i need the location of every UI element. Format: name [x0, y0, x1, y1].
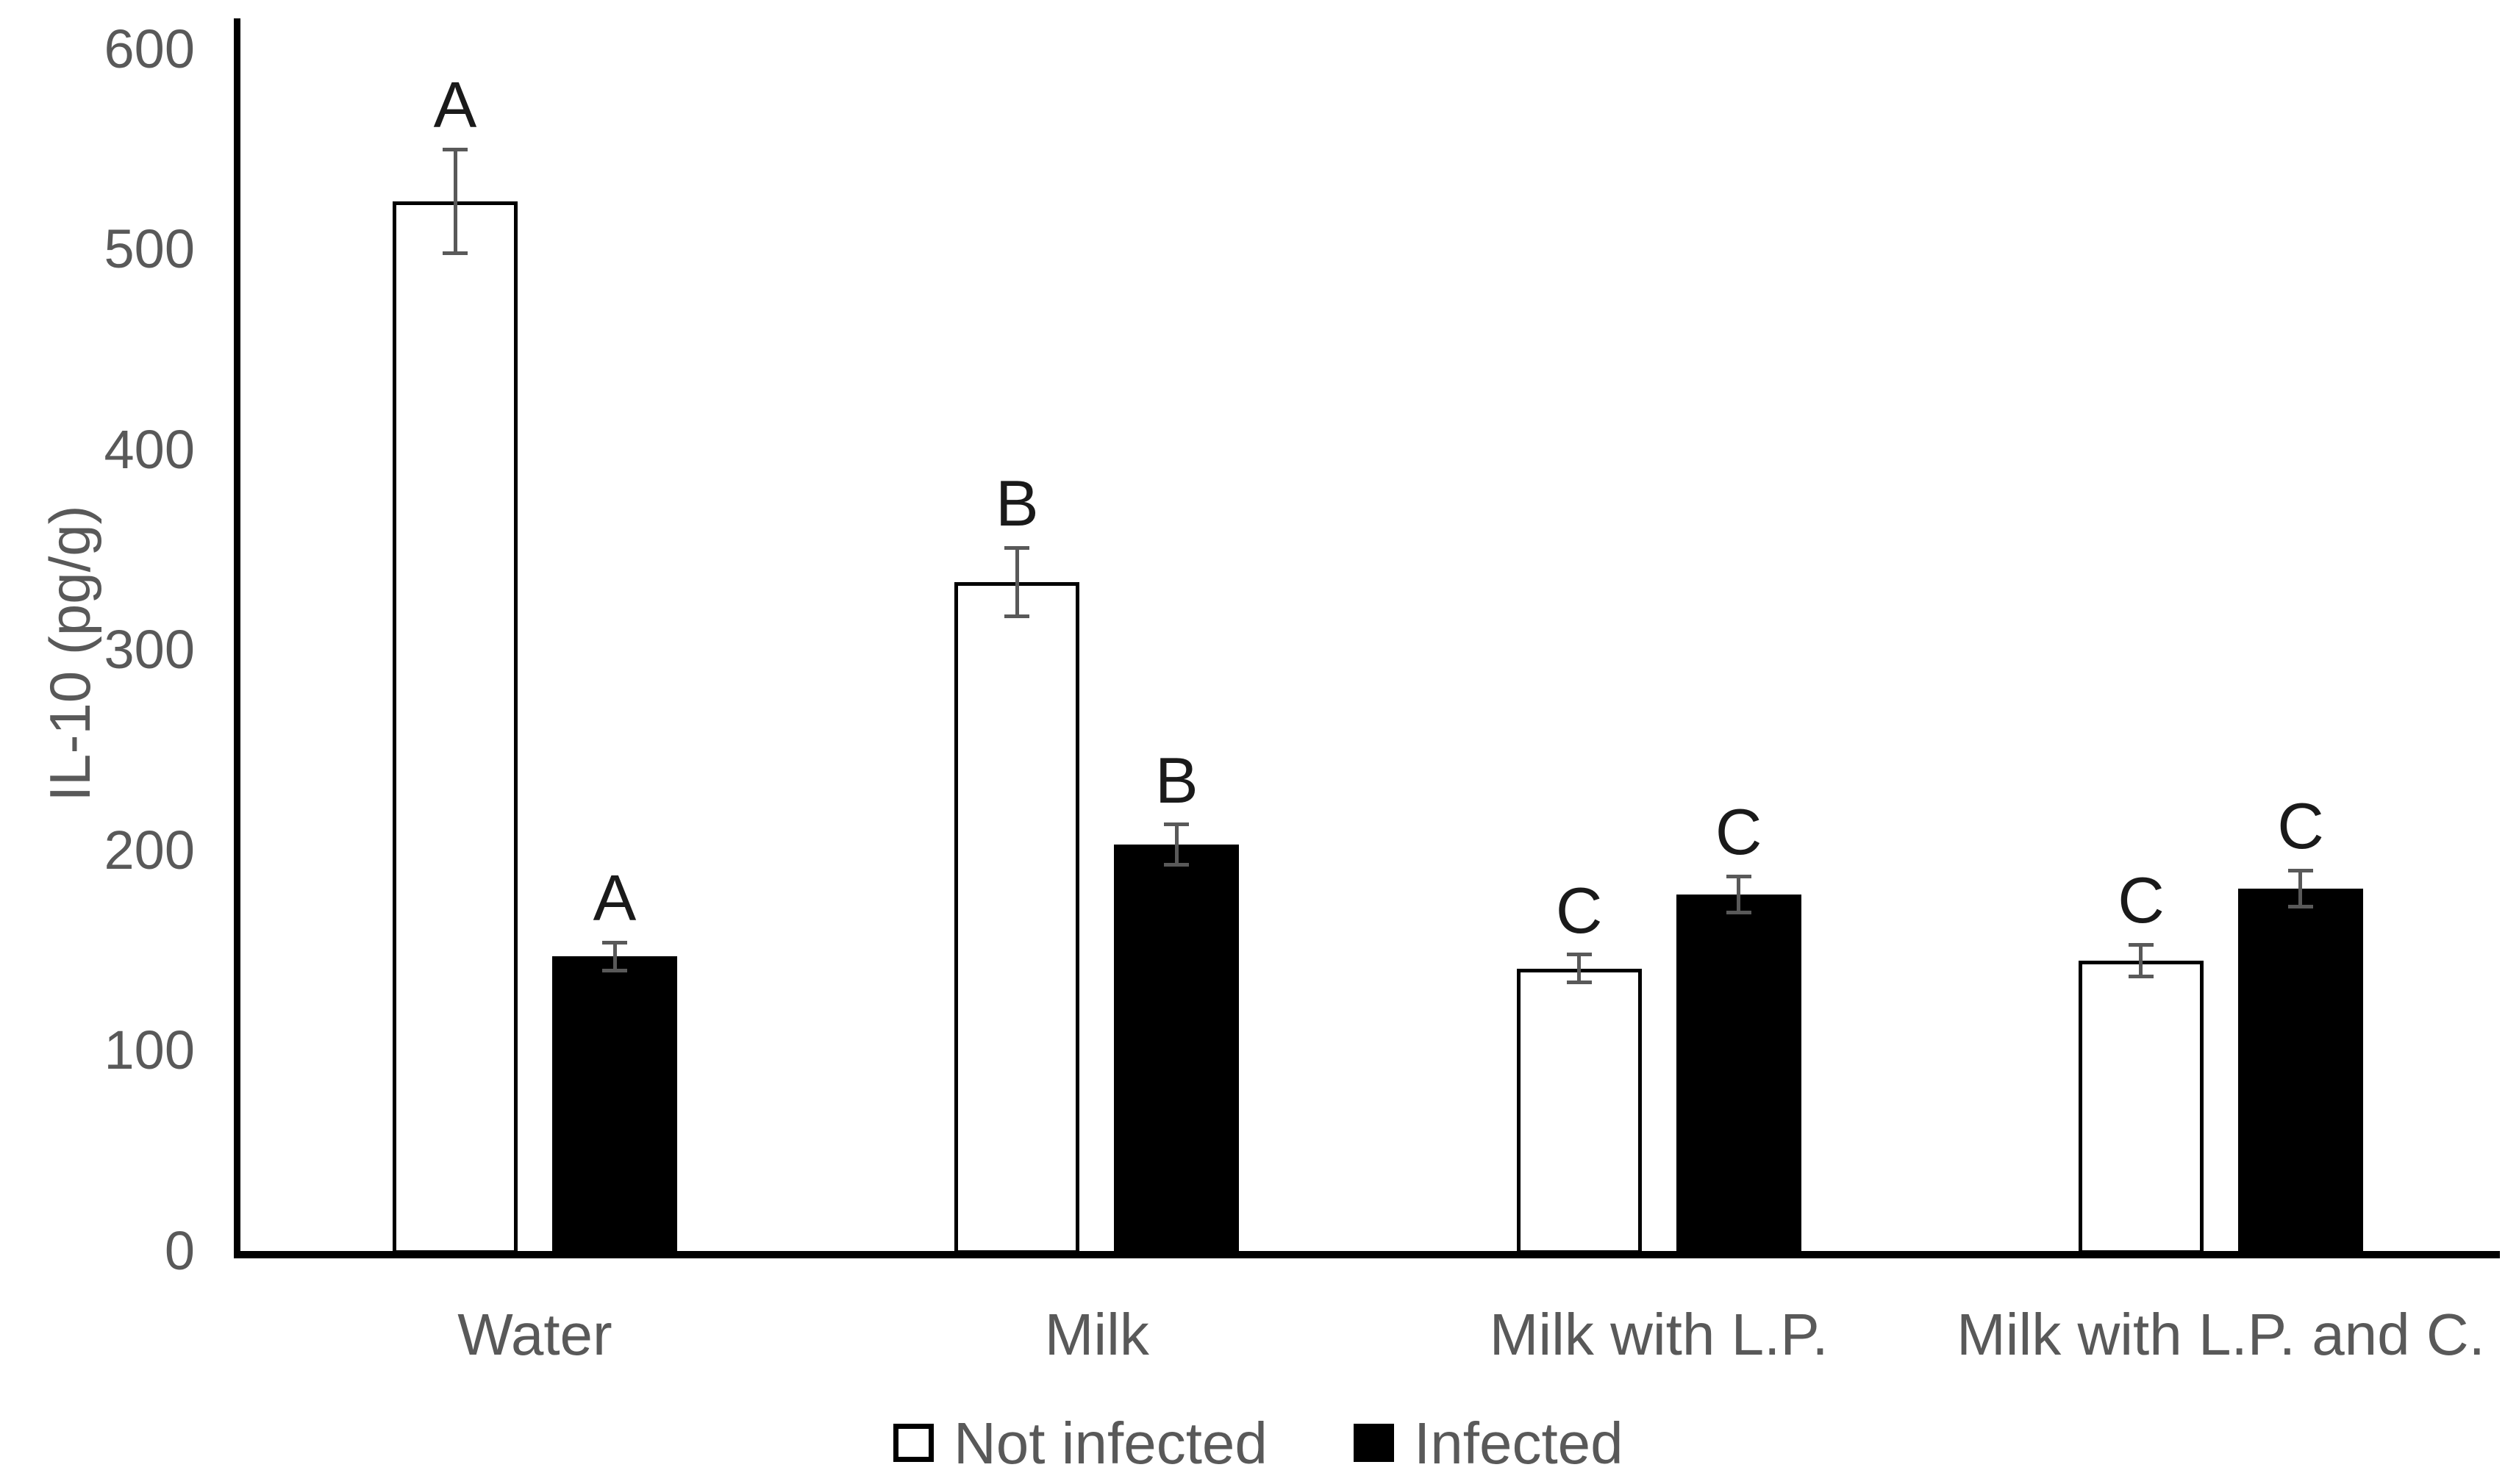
legend-swatch-not-infected	[893, 1424, 934, 1462]
error-bar-cap-top-milk-with-l-p-not-infected	[1566, 953, 1592, 957]
error-bar-cap-bottom-water-not-infected	[443, 251, 468, 256]
y-tick-label-0: 0	[164, 1220, 195, 1281]
bar-milk-with-l-p-infected	[1676, 894, 1801, 1254]
sig-letter-water-infected: A	[593, 861, 637, 935]
bar-milk-infected	[1114, 844, 1240, 1254]
sig-letter-milk-with-l-p-infected: C	[1715, 795, 1762, 869]
error-bar-water-not-infected	[453, 149, 457, 254]
error-bar-cap-top-milk-with-l-p-and-c-not-infected	[2128, 942, 2154, 947]
y-tick-label-500: 500	[104, 218, 195, 280]
error-bar-cap-bottom-milk-with-l-p-not-infected	[1566, 981, 1592, 985]
y-tick-label-400: 400	[104, 418, 195, 480]
error-bar-cap-bottom-milk-with-l-p-and-c-infected	[2287, 904, 2313, 908]
error-bar-milk-with-l-p-not-infected	[1577, 954, 1582, 983]
error-bar-cap-top-milk-not-infected	[1004, 545, 1030, 550]
error-bar-cap-bottom-milk-not-infected	[1004, 614, 1030, 618]
y-tick-label-100: 100	[104, 1019, 195, 1081]
y-tick-label-200: 200	[104, 819, 195, 881]
error-bar-cap-top-milk-with-l-p-and-c-infected	[2287, 868, 2313, 872]
legend-label-infected: Infected	[1414, 1410, 1623, 1476]
bar-water-not-infected	[393, 201, 518, 1254]
category-label-milk-with-l-p: Milk with L.P.	[1489, 1302, 1829, 1367]
bar-milk-with-l-p-and-c-infected	[2237, 888, 2363, 1254]
sig-letter-milk-infected: B	[1154, 743, 1198, 817]
error-bar-cap-top-water-not-infected	[443, 147, 468, 151]
error-bar-cap-top-milk-infected	[1164, 822, 1190, 827]
y-tick-label-600: 600	[104, 18, 195, 79]
legend-label-not-infected: Not infected	[954, 1410, 1268, 1476]
error-bar-cap-top-milk-with-l-p-infected	[1726, 874, 1751, 878]
error-bar-milk-with-l-p-and-c-not-infected	[2139, 944, 2143, 977]
error-bar-cap-bottom-milk-with-l-p-infected	[1726, 910, 1751, 914]
error-bar-milk-not-infected	[1015, 548, 1019, 617]
error-bar-cap-top-water-infected	[602, 940, 627, 944]
error-bar-milk-infected	[1174, 824, 1179, 865]
y-tick-label-300: 300	[104, 619, 195, 681]
error-bar-cap-bottom-milk-infected	[1164, 862, 1190, 867]
bar-milk-with-l-p-and-c-not-infected	[2078, 960, 2204, 1254]
error-bar-milk-with-l-p-infected	[1737, 876, 1741, 913]
error-bar-cap-bottom-water-infected	[602, 968, 627, 972]
sig-letter-milk-not-infected: B	[995, 467, 1039, 540]
x-axis-line	[234, 1251, 2500, 1258]
category-label-milk-with-l-p-and-c: Milk with L.P. and C.	[1957, 1302, 2485, 1367]
bar-milk-not-infected	[954, 581, 1080, 1254]
category-label-milk: Milk	[1044, 1302, 1149, 1367]
sig-letter-water-not-infected: A	[433, 68, 477, 142]
sig-letter-milk-with-l-p-and-c-not-infected: C	[2118, 864, 2165, 937]
bar-water-infected	[552, 956, 677, 1254]
legend-swatch-infected	[1354, 1424, 1394, 1462]
error-bar-cap-bottom-milk-with-l-p-and-c-not-infected	[2128, 975, 2154, 979]
sig-letter-milk-with-l-p-not-infected: C	[1555, 873, 1603, 947]
bar-milk-with-l-p-not-infected	[1516, 968, 1642, 1254]
y-axis-line	[234, 18, 240, 1258]
sig-letter-milk-with-l-p-and-c-infected: C	[2277, 789, 2324, 863]
error-bar-milk-with-l-p-and-c-infected	[2298, 870, 2303, 907]
category-label-water: Water	[457, 1302, 612, 1367]
error-bar-water-infected	[612, 942, 617, 971]
